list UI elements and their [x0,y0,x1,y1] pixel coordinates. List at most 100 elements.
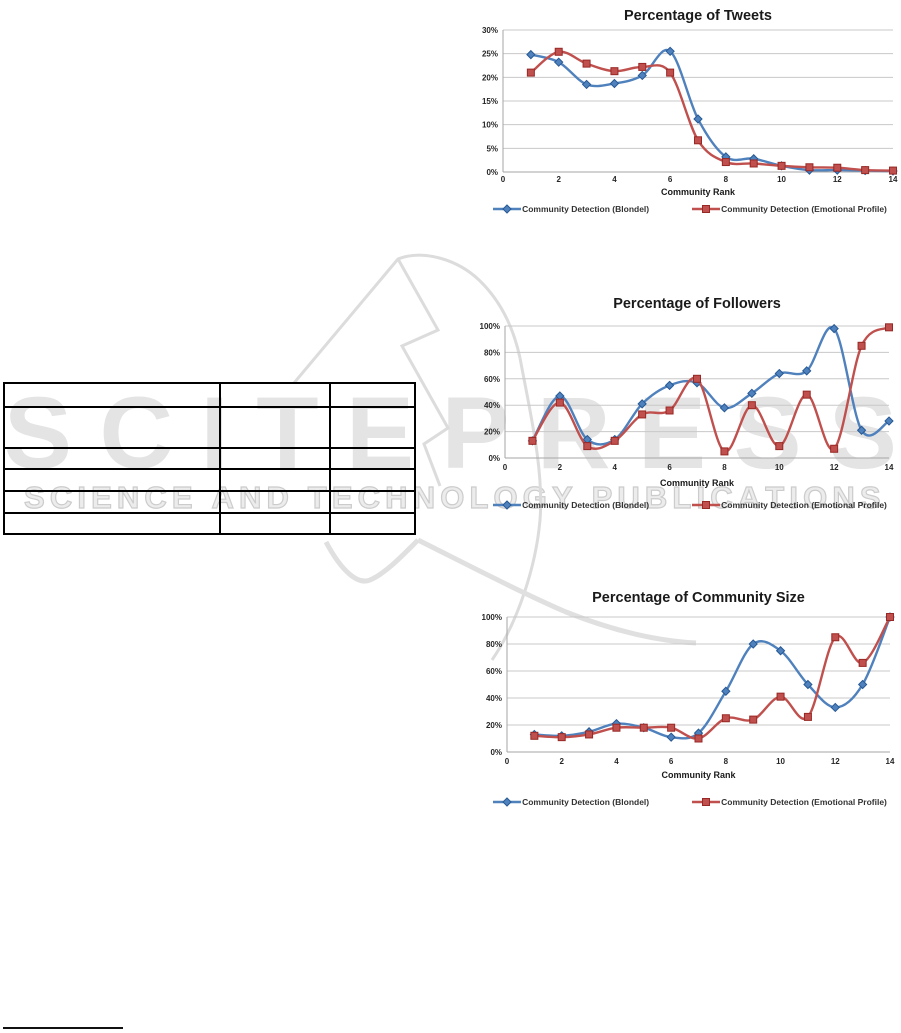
logo-swoosh-right-icon [416,537,697,646]
square-marker-icon [885,323,893,332]
legend-label: Community Detection (Emotional Profile) [721,500,887,510]
chart-percentage-of-followers: 0% 20% 40% 60% 80% 100% 0 2 4 6 8 10 12 14 Percentage … [478,287,901,522]
table-cell [329,382,416,408]
table-cell [219,382,331,408]
logo-sail-outline-icon [292,253,522,384]
square-marker-icon [747,401,756,410]
x-axis-tick-label: 14 [886,757,895,766]
x-axis-title: Community Rank [661,770,736,780]
watermark-letter: L [469,480,489,515]
y-axis-tick-label: 60% [484,375,500,384]
legend-diamond-marker-icon [493,500,522,510]
square-marker-icon [830,444,839,453]
square-marker-icon [667,723,676,732]
diamond-marker-icon [857,679,868,690]
x-axis-tick-label: 0 [501,175,506,184]
series-line-emotional-profile [529,50,895,172]
logo-fold-icon [396,258,450,487]
square-marker-icon [555,398,564,407]
chart-legend: Community Detection (Blondel) Community D… [478,500,901,510]
y-axis-tick-label: 60% [486,667,502,676]
table-row [3,490,416,514]
table-row [3,468,416,492]
square-marker-icon [526,68,535,77]
x-axis-tick-label: 2 [559,757,564,766]
table-row [3,447,416,470]
square-marker-icon [612,723,621,732]
square-marker-icon [530,731,539,740]
square-marker-icon [857,341,866,350]
square-marker-icon [776,692,785,701]
legend-label: Community Detection (Blondel) [522,500,650,510]
diamond-marker-icon [666,732,676,742]
y-axis-tick-label: 40% [486,694,502,703]
table-cell [219,468,331,492]
x-axis-tick-label: 0 [503,463,508,472]
chart-canvas: 0% 20% 40% 60% 80% 100% 0 2 4 6 8 10 12 14 Percentage … [480,296,894,488]
series-line-emotional-profile [531,326,891,453]
watermark-letter: N [832,480,856,515]
watermark-letter: Y [551,480,573,515]
legend-square-marker-icon [692,798,721,806]
y-axis-tick-label: 15% [482,97,498,106]
y-axis-tick-label: 100% [480,322,500,331]
diamond-marker-icon [884,416,894,426]
watermark-letter: O [493,480,518,515]
y-axis-tick-label: 100% [482,613,502,622]
legend-item: Community Detection (Emotional Profile) [691,204,887,214]
x-axis-tick-label: 2 [556,175,561,184]
square-marker-icon [749,715,758,724]
square-marker-icon [638,62,647,71]
square-marker-icon [557,733,566,742]
diamond-marker-icon [803,679,813,690]
x-axis-tick-label: 6 [668,175,673,184]
table-row [3,406,416,449]
x-axis-title: Community Rank [661,187,736,197]
square-marker-icon [702,798,711,806]
legend-label: Community Detection (Blondel) [522,797,650,807]
x-axis-tick-label: 10 [777,175,786,184]
x-axis-tick-label: 8 [724,175,729,184]
square-marker-icon [702,205,711,213]
square-marker-icon [833,163,842,172]
legend-item: Community Detection (Emotional Profile) [691,500,887,510]
empty-data-table [3,382,416,535]
series-line-blondel [529,48,895,173]
logo-sail-tail-icon [490,357,543,661]
x-axis-tick-label: 4 [614,757,619,766]
diamond-marker-icon [637,70,647,81]
y-axis-tick-label: 80% [484,348,500,357]
watermark-letter: I [696,480,706,515]
legend-label: Community Detection (Emotional Profile) [721,204,887,214]
square-marker-icon [694,734,703,743]
legend-diamond-marker-icon [493,204,522,214]
x-axis-tick-label: 12 [833,175,842,184]
legend-diamond-marker-icon [493,797,522,807]
x-axis-tick-label: 10 [776,757,785,766]
diamond-marker-icon [502,500,512,510]
square-marker-icon [858,658,867,667]
y-axis-tick-label: 30% [482,26,498,35]
diamond-marker-icon [665,46,675,57]
diamond-marker-icon [802,366,812,376]
square-marker-icon [886,613,894,621]
diamond-marker-icon [502,797,512,807]
chart-title: Percentage of Community Size [592,590,805,606]
watermark-letter: E [637,376,707,490]
y-axis-tick-label: 5% [486,144,498,153]
watermark-letter: N [412,480,436,515]
square-marker-icon [803,712,812,721]
square-marker-icon [749,159,758,168]
x-axis-tick-label: 14 [889,175,898,184]
x-axis-tick-label: 12 [831,757,840,766]
chart-canvas: 0% 20% 40% 60% 80% 100% 0 2 4 6 8 10 12 14 Percentage … [482,590,895,780]
table-cell [219,406,331,449]
x-axis-tick-label: 6 [667,463,672,472]
series-line-blondel [531,325,891,446]
table-cell [219,512,331,535]
chart-percentage-of-community-size: 0% 20% 40% 60% 80% 100% 0 2 4 6 8 10 12 14 Percentage … [478,578,901,815]
square-marker-icon [585,730,594,739]
table-cell [329,447,416,470]
watermark-letter: I [789,480,799,515]
